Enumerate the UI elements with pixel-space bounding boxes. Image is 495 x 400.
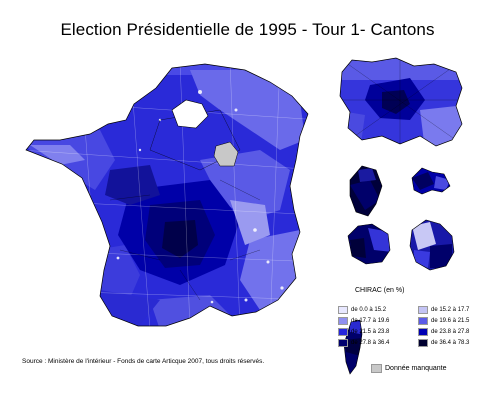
legend-label: de 36.4 à 78.3: [431, 340, 470, 346]
legend-swatch: [418, 328, 428, 336]
legend-item: de 27.8 à 36.4: [338, 339, 418, 347]
guadeloupe-outline: [349, 165, 383, 217]
missing-data-area: [213, 141, 239, 167]
legend: de 0.0 à 15.2 de 15.2 à 17.7 de 17.7 à 19.…: [338, 306, 495, 347]
legend-swatch: [418, 306, 428, 314]
legend-missing-data-label: Donnée manquante: [385, 365, 447, 372]
martinique-outline: [411, 167, 451, 195]
map-inset-guadeloupe: [350, 166, 382, 216]
legend-label: de 21.5 à 23.8: [351, 329, 390, 335]
source-note: Source : Ministère de l'intérieur - Fond…: [22, 358, 265, 365]
legend-item: de 0.0 à 15.2: [338, 306, 418, 314]
legend-swatch: [371, 364, 382, 373]
legend-label: de 27.8 à 36.4: [351, 340, 390, 346]
legend-item: de 17.7 à 19.6: [338, 317, 418, 325]
map-inset-ile-de-france: [340, 58, 462, 146]
legend-swatch: [418, 317, 428, 325]
map-inset-martinique: [412, 168, 450, 194]
legend-title: CHIRAC (en %): [355, 287, 405, 294]
mainland-outline: [25, 63, 309, 327]
map-inset-reunion: [410, 220, 454, 270]
legend-swatch: [338, 328, 348, 336]
guyane-outline: [347, 223, 391, 265]
legend-item: de 19.6 à 21.5: [418, 317, 495, 325]
legend-label: de 0.0 à 15.2: [351, 307, 387, 313]
legend-missing-data: Donnée manquante: [371, 364, 447, 373]
corsica-outline: [343, 319, 363, 375]
legend-swatch: [418, 339, 428, 347]
legend-label: de 17.7 à 19.6: [351, 318, 390, 324]
paris-region-cutout: [171, 99, 209, 129]
legend-item: de 23.8 à 27.8: [418, 328, 495, 336]
map-inset-guyane: [348, 224, 390, 264]
legend-swatch: [338, 306, 348, 314]
map-mainland-france: [26, 64, 308, 326]
legend-item: de 36.4 à 78.3: [418, 339, 495, 347]
map-title: Election Présidentielle de 1995 - Tour 1…: [60, 20, 435, 39]
legend-swatch: [338, 339, 348, 347]
legend-swatch: [338, 317, 348, 325]
legend-item: de 21.5 à 23.8: [338, 328, 418, 336]
legend-label: de 23.8 à 27.8: [431, 329, 470, 335]
legend-label: de 15.2 à 17.7: [431, 307, 470, 313]
legend-label: de 19.6 à 21.5: [431, 318, 470, 324]
reunion-outline: [409, 219, 455, 271]
ile-de-france-outline: [339, 57, 463, 147]
legend-item: de 15.2 à 17.7: [418, 306, 495, 314]
